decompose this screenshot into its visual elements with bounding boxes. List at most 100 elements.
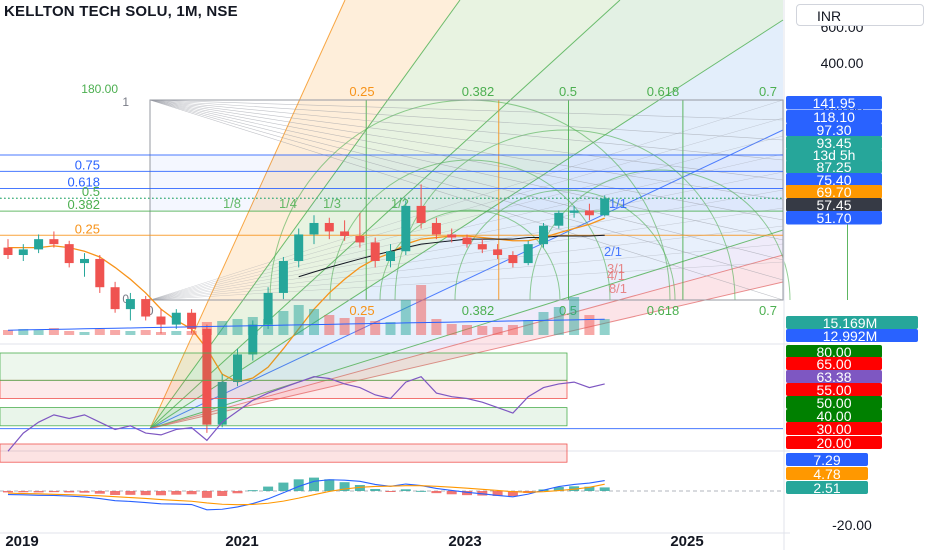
volume-bar — [507, 325, 518, 335]
candle — [233, 354, 242, 382]
volume-bar — [48, 328, 59, 335]
volume-bar — [201, 322, 212, 335]
candle — [539, 225, 548, 245]
rsi-badge: 65.00 — [786, 356, 882, 372]
volume-badge: 12.992M — [786, 328, 918, 344]
fan-line — [149, 0, 461, 429]
candle — [110, 287, 120, 310]
candle — [294, 234, 304, 261]
fan-label: 3/1 — [607, 261, 625, 276]
rsi-pane — [0, 352, 605, 463]
gann-line — [149, 117, 784, 301]
macd-badge: 4.78 — [786, 466, 868, 482]
volume-bar — [599, 319, 610, 335]
gann-line — [149, 99, 784, 201]
macd-histogram-bar — [18, 491, 29, 493]
candles — [3, 184, 610, 433]
volume-bar — [538, 312, 549, 335]
candle — [95, 258, 105, 288]
gann-line — [149, 135, 784, 301]
candle — [493, 249, 503, 256]
fan-label: 8/1 — [609, 281, 627, 296]
volume-bar — [3, 330, 13, 335]
fib-time-label: 0.618 — [647, 84, 680, 99]
rsi-badge-label: 40.00 — [816, 408, 851, 424]
rsi-band-red — [0, 379, 568, 399]
price-badge: 13d 5h — [786, 147, 882, 163]
price-badge: 57.45 — [786, 197, 882, 213]
fan-label: 2/1 — [604, 244, 622, 259]
price-badge-label: 141.95 — [813, 95, 856, 111]
macd-histogram-bar — [400, 489, 411, 491]
macd-histogram-bar — [217, 491, 228, 496]
candle — [324, 222, 334, 232]
price-badge-label: 118.10 — [813, 109, 855, 125]
macd-histogram-bar — [79, 491, 90, 493]
macd-badge: 7.29 — [786, 452, 868, 468]
gann-line — [149, 99, 784, 221]
candle — [355, 235, 365, 243]
volume-bar — [94, 329, 105, 335]
fib-level-label: 0.382 — [67, 197, 100, 212]
macd-badge-label: 4.78 — [813, 466, 840, 482]
rsi-badge: 50.00 — [786, 395, 882, 411]
macd-histogram-bar — [33, 491, 44, 493]
fib-arc — [454, 189, 676, 301]
fan-label: 1/8 — [223, 196, 241, 211]
macd-pane — [0, 477, 783, 511]
volume-bar — [186, 331, 197, 335]
candle — [386, 251, 395, 261]
volume-bar — [18, 329, 29, 335]
price-badge-label: 93.45 — [816, 135, 851, 151]
candle — [3, 247, 13, 256]
price-badge-label: 69.70 — [816, 184, 851, 200]
currency-selector[interactable]: INR — [796, 4, 924, 26]
macd-histogram-bar — [247, 490, 258, 492]
macd-histogram-bar — [309, 477, 319, 491]
macd-histogram-bar — [354, 485, 365, 491]
volume-bar — [309, 309, 319, 335]
volume-bar — [293, 305, 304, 335]
time-axis-tick: 2025 — [670, 533, 703, 550]
candle — [309, 222, 319, 235]
fan-line — [149, 19, 784, 430]
volume-badge: 15.169M — [786, 315, 918, 331]
macd-histogram-bar — [416, 490, 427, 492]
volume-bar — [385, 322, 396, 335]
fib-time-label: 0.382 — [462, 303, 495, 318]
candle — [569, 210, 579, 213]
macd-histogram-bar — [339, 482, 350, 491]
macd-histogram-bar — [446, 491, 457, 495]
macd-histogram-bar — [385, 491, 396, 492]
gann-line — [149, 99, 784, 241]
macd-badge-label: 7.29 — [813, 452, 840, 468]
fan-label: 4/1 — [607, 268, 625, 283]
macd-histogram-bar — [156, 491, 166, 496]
fib-level-label: 1 — [122, 95, 129, 109]
price-badge-label: 57.45 — [816, 197, 851, 213]
candle — [171, 312, 181, 325]
volume-bar — [110, 330, 121, 335]
volume-ma-line — [7, 318, 605, 331]
macd-histogram-bar — [370, 489, 381, 491]
volume-bar — [156, 332, 166, 335]
price-badge-label: 87.25 — [816, 159, 851, 175]
candle — [278, 260, 288, 293]
volume-bar — [278, 311, 289, 335]
volume-bar — [569, 297, 580, 335]
gann-line — [149, 99, 784, 261]
price-badge: 51.70 — [786, 210, 882, 226]
gann-line — [149, 243, 784, 301]
candle — [477, 244, 487, 250]
price-badge-label: 51.70 — [816, 210, 851, 226]
macd-histogram-bar — [125, 491, 136, 495]
fib-level-label: 0.618 — [67, 175, 100, 190]
volume-bar — [339, 318, 350, 335]
gann-line — [149, 153, 784, 301]
fib-time-label: 0.25 — [349, 84, 374, 99]
candle — [80, 258, 89, 264]
volume-bar — [523, 320, 534, 335]
candle — [447, 234, 457, 238]
volume-bar — [416, 285, 427, 335]
